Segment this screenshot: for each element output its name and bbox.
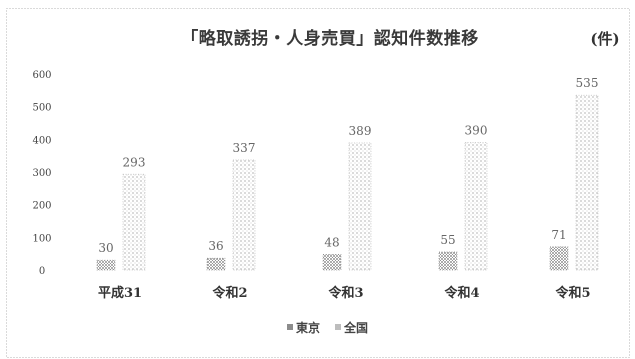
bar-tokyo-reiwa5 (549, 246, 569, 271)
legend-item-national: 全国 (335, 320, 368, 335)
bars (96, 94, 599, 271)
value-label-tokyo-heisei31: 30 (98, 241, 113, 255)
category-label-reiwa3: 令和3 (328, 285, 363, 301)
value-label-national-reiwa2: 337 (233, 141, 256, 155)
legend-label-national: 全国 (343, 320, 368, 335)
value-label-tokyo-reiwa2: 36 (208, 239, 223, 253)
value-labels: 30 36 48 55 71 293 337 389 390 535 (98, 76, 598, 255)
legend-swatch-tokyo (287, 324, 293, 330)
y-axis-ticks: 0 100 200 300 400 500 600 (32, 70, 51, 277)
chart-frame (6, 8, 630, 358)
y-tick-label: 100 (32, 233, 51, 244)
y-tick-label: 200 (32, 201, 51, 212)
chart-title: 「略取誘拐・人身売買」認知件数推移 (181, 28, 479, 49)
value-label-national-heisei31: 293 (123, 155, 146, 169)
value-label-tokyo-reiwa5: 71 (551, 228, 566, 242)
y-tick-label: 0 (39, 266, 45, 277)
bar-national-heisei31 (122, 173, 146, 271)
value-label-national-reiwa3: 389 (349, 124, 372, 138)
legend: 東京 全国 (287, 320, 368, 335)
y-tick-label: 600 (32, 70, 51, 81)
y-tick-label: 400 (32, 135, 51, 146)
legend-item-tokyo: 東京 (287, 320, 320, 335)
x-axis-categories: 平成31 令和2 令和3 令和4 令和5 (98, 285, 591, 301)
legend-swatch-national (335, 324, 341, 330)
category-label-heisei31: 平成31 (98, 285, 142, 301)
category-label-reiwa2: 令和2 (212, 285, 247, 301)
bar-tokyo-heisei31 (96, 259, 116, 271)
category-label-reiwa4: 令和4 (444, 285, 479, 301)
value-label-national-reiwa4: 390 (465, 124, 488, 138)
value-label-tokyo-reiwa4: 55 (440, 233, 455, 247)
value-label-tokyo-reiwa3: 48 (324, 235, 339, 249)
legend-label-tokyo: 東京 (296, 320, 320, 335)
bar-national-reiwa3 (348, 142, 372, 271)
y-tick-label: 500 (32, 103, 51, 114)
y-tick-label: 300 (32, 168, 51, 179)
value-label-national-reiwa5: 535 (576, 76, 599, 90)
bar-tokyo-reiwa3 (322, 253, 342, 271)
unit-label: (件) (590, 30, 619, 48)
bar-national-reiwa2 (232, 159, 256, 271)
category-label-reiwa5: 令和5 (555, 285, 590, 301)
bar-tokyo-reiwa2 (206, 257, 226, 271)
bar-tokyo-reiwa4 (438, 251, 458, 271)
bar-national-reiwa5 (575, 94, 599, 271)
bar-national-reiwa4 (464, 142, 488, 271)
